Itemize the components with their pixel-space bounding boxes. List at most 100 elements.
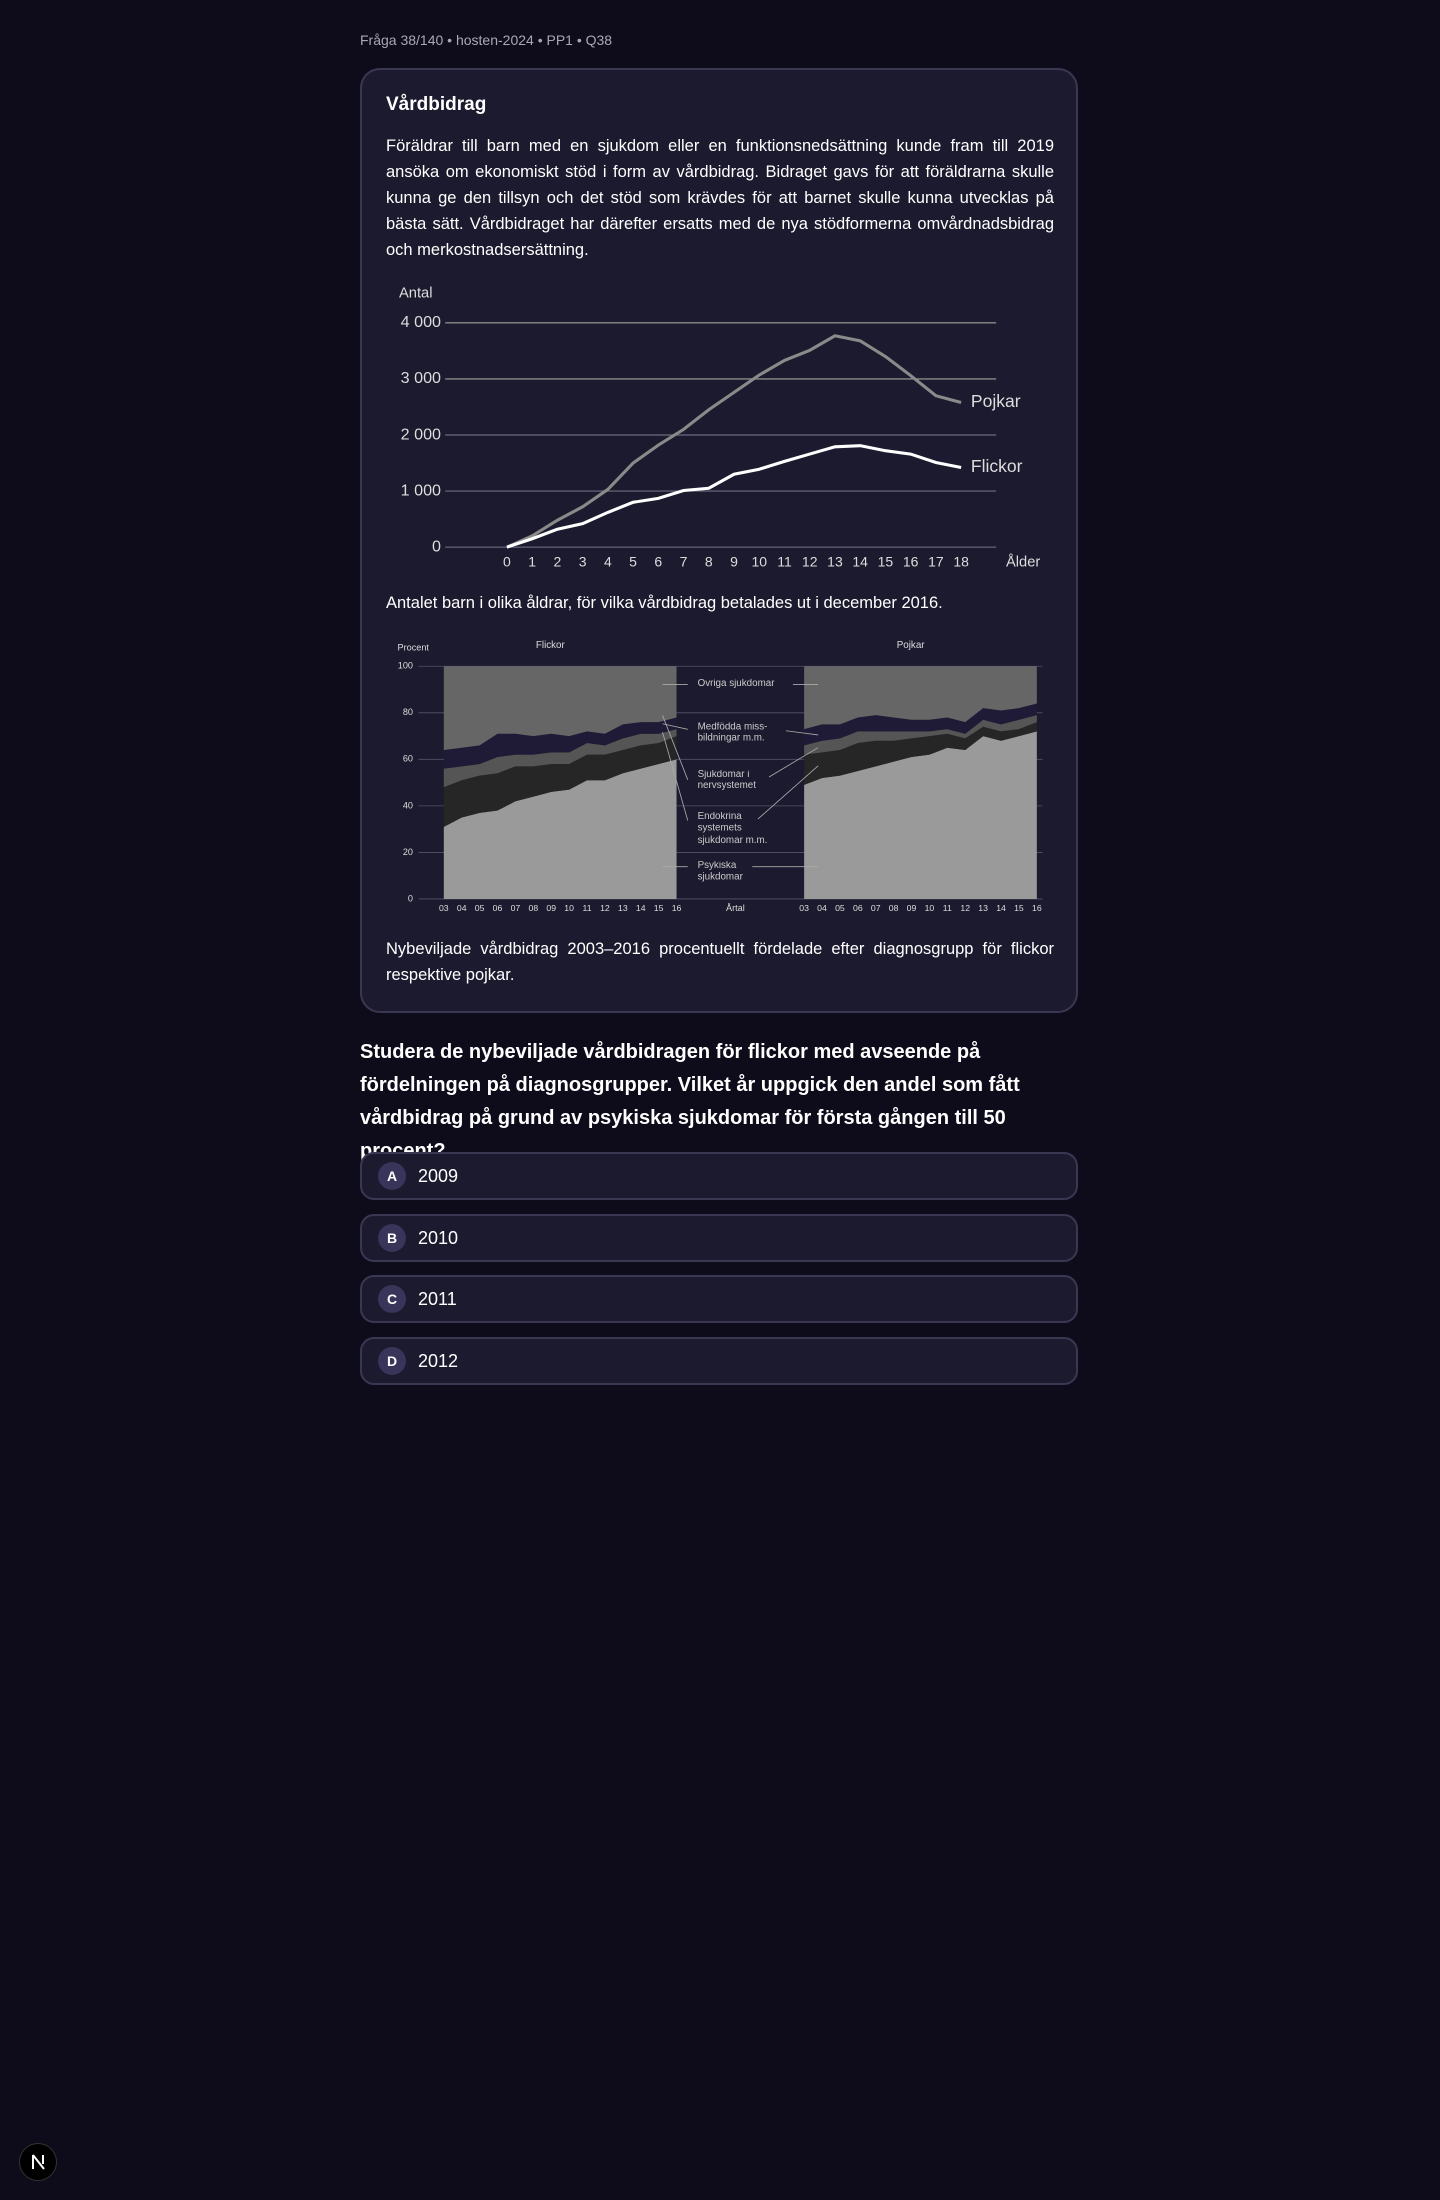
area-chart: 0 20 40 60 80 100 Flickor 03 04 05 06 07 08 09 10 11 12 1… <box>398 640 1043 913</box>
option[interactable]: D 2012 <box>360 1337 1078 1385</box>
legend-leader <box>662 723 688 730</box>
option[interactable]: B 2010 <box>360 1214 1078 1262</box>
x-tick-label: 08 <box>528 903 538 913</box>
passage-text: Föräldrar till barn med en sjukdom eller… <box>386 137 1054 259</box>
option-text: 2011 <box>418 1289 457 1309</box>
option-text: 2010 <box>418 1228 459 1248</box>
legend-label: Övriga sjukdomar <box>697 678 775 689</box>
panel-title: Pojkar <box>897 640 926 651</box>
area <box>804 722 1037 785</box>
x-tick-label: 16 <box>672 903 682 913</box>
x-tick-label: 14 <box>852 553 868 569</box>
x-tick-label: 05 <box>835 903 845 913</box>
x-tick-label: 12 <box>600 903 610 913</box>
breadcrumb: Fråga 38/140 • hosten-2024 • PP1 • Q38 <box>360 32 613 48</box>
x-tick-label: 04 <box>457 903 467 913</box>
dev-icon-glyph <box>32 2154 45 2170</box>
x-tick-label: 16 <box>1032 903 1042 913</box>
legend-item: Medfödda miss- bildningar m.m. <box>697 722 768 744</box>
x-tick-label: 6 <box>654 553 662 569</box>
legend-leader <box>785 730 819 736</box>
x-tick-label: 17 <box>928 553 944 569</box>
option[interactable]: A 2009 <box>360 1152 1078 1200</box>
y-tick-label: 2 000 <box>401 425 441 443</box>
series-label: Flickor <box>971 456 1023 476</box>
area <box>443 759 677 899</box>
passage-title: Vårdbidrag <box>386 94 487 115</box>
area <box>804 703 1037 746</box>
legend-label: Medfödda miss- bildningar m.m. <box>697 722 768 744</box>
y-tick-label: 80 <box>403 707 413 717</box>
x-tick-label: 07 <box>871 903 881 913</box>
x-tick-label: 0 <box>503 553 511 569</box>
x-tick-label: 4 <box>604 553 612 569</box>
area <box>804 731 1037 899</box>
x-axis-label: Ålder <box>1006 553 1040 570</box>
option-text: 2012 <box>418 1351 459 1371</box>
caption: Nybeviljade vårdbidrag 2003–2016 procent… <box>386 940 1054 984</box>
x-tick-label: 7 <box>680 553 688 569</box>
series-label: Pojkar <box>971 391 1021 411</box>
x-tick-label: 3 <box>579 553 587 569</box>
area <box>443 666 677 751</box>
y-tick-label: 0 <box>408 893 413 903</box>
legend-item: Endokrina systemets sjukdomar m.m. <box>697 812 768 846</box>
x-tick-label: 11 <box>777 553 792 569</box>
area <box>804 666 1037 730</box>
x-tick-label: 12 <box>960 903 970 913</box>
x-tick-label: 8 <box>705 553 713 569</box>
x-tick-label: 04 <box>817 903 827 913</box>
legend-item: Övriga sjukdomar <box>697 678 775 689</box>
x-tick-label: 03 <box>439 903 449 913</box>
x-tick-label: 05 <box>475 903 485 913</box>
y-tick-label: 3 000 <box>401 369 441 387</box>
y-tick-label: 4 000 <box>401 313 441 331</box>
x-tick-label: 13 <box>978 903 988 913</box>
legend-label: Psykiska sjukdomar <box>697 861 743 883</box>
x-tick-label: 1 <box>528 553 536 569</box>
legend-leader <box>662 715 689 780</box>
x-tick-label: 13 <box>618 903 628 913</box>
x-tick-label: 9 <box>730 553 738 569</box>
x-tick-label: 12 <box>802 553 818 569</box>
x-tick-label: 07 <box>511 903 521 913</box>
x-axis-label: Årtal <box>726 903 745 913</box>
x-tick-label: 10 <box>751 553 767 569</box>
y-tick-label: 60 <box>403 754 413 764</box>
option-letter: D <box>378 1347 406 1375</box>
x-tick-label: 13 <box>827 553 843 569</box>
x-tick-label: 10 <box>925 903 935 913</box>
option-letter: C <box>378 1285 406 1313</box>
x-tick-label: 5 <box>629 553 637 569</box>
x-tick-label: 18 <box>953 553 969 569</box>
legend-leader <box>662 732 689 821</box>
option[interactable]: C 2011 <box>360 1275 1078 1323</box>
x-tick-label: 08 <box>889 903 899 913</box>
y-tick-label: 20 <box>403 847 413 857</box>
y-tick-label: 100 <box>398 661 413 671</box>
dev-icon[interactable] <box>19 2143 57 2181</box>
area <box>804 715 1037 755</box>
x-tick-label: 16 <box>903 553 919 569</box>
x-tick-label: 09 <box>907 903 917 913</box>
area <box>443 736 677 827</box>
x-tick-label: 11 <box>943 903 952 913</box>
legend-leader <box>768 747 819 778</box>
x-tick-label: 14 <box>636 903 646 913</box>
x-tick-label: 06 <box>853 903 863 913</box>
x-tick-label: 10 <box>564 903 574 913</box>
y-axis-label: Antal <box>399 285 433 301</box>
question: Studera de nybeviljade vårdbidragen för … <box>360 1041 1020 1162</box>
legend-leader <box>757 765 819 820</box>
option-letter: B <box>378 1224 406 1252</box>
legend-label: Endokrina systemets sjukdomar m.m. <box>697 812 768 846</box>
x-tick-label: 06 <box>493 903 503 913</box>
area <box>443 729 677 788</box>
y-tick-label: 0 <box>432 537 441 555</box>
x-tick-label: 15 <box>654 903 664 913</box>
legend-item: Psykiska sjukdomar <box>697 861 743 883</box>
panel-title: Flickor <box>536 640 566 651</box>
option-text: 2009 <box>418 1166 459 1186</box>
